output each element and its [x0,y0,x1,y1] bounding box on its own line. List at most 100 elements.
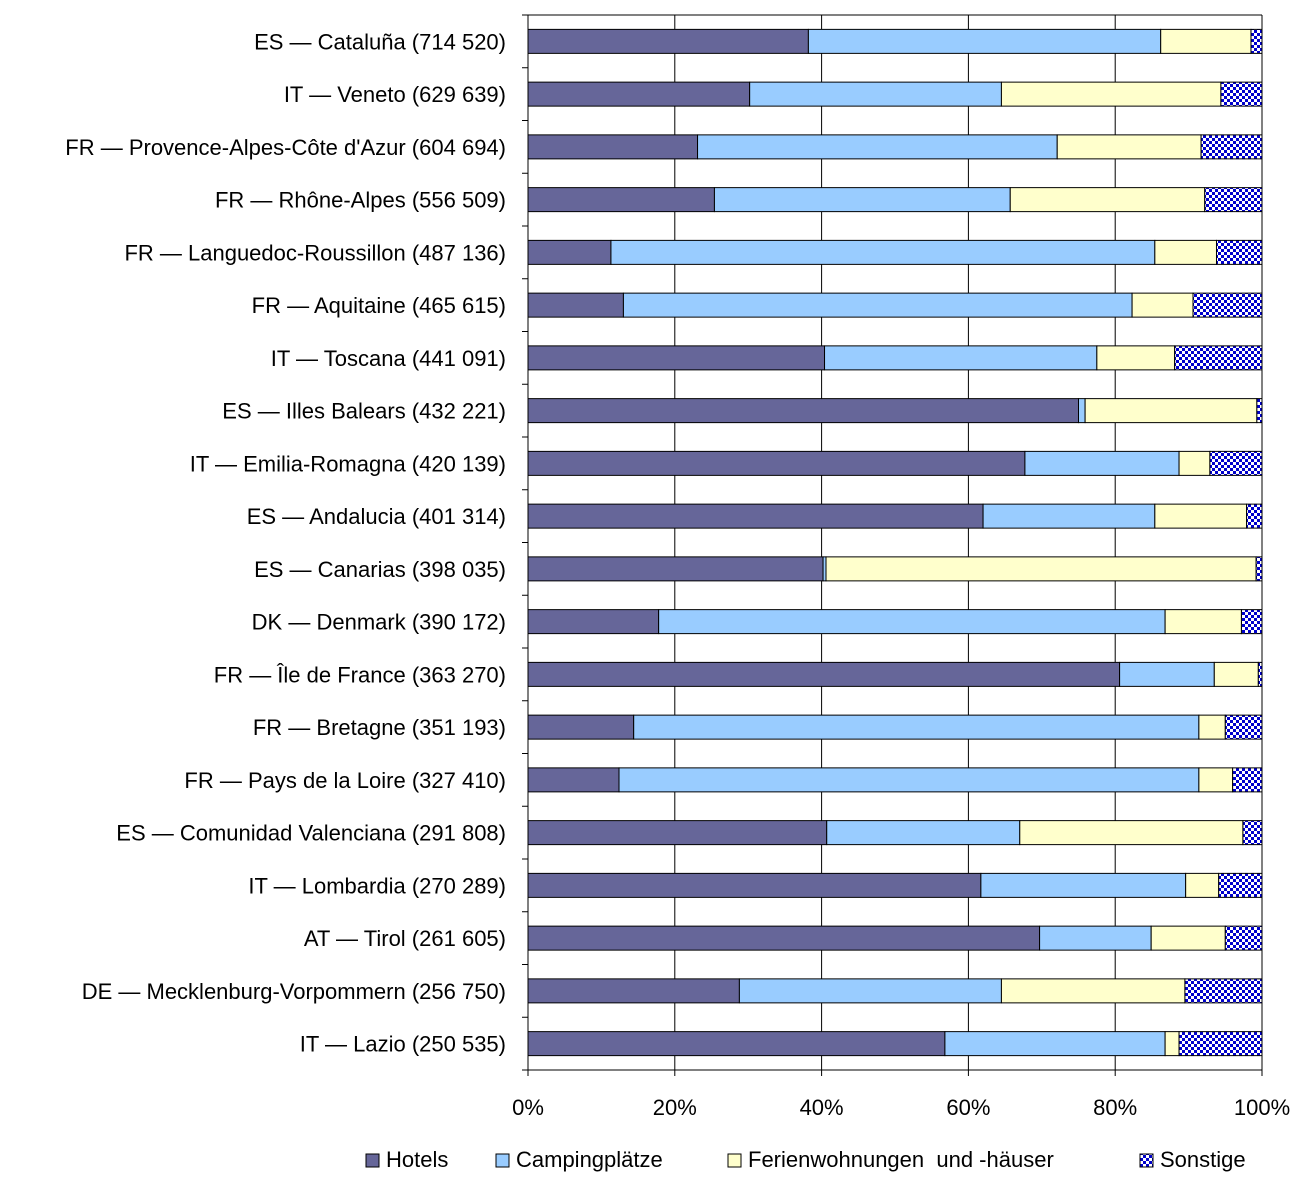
bar-segment [1150,925,1226,951]
legend-swatch [727,1153,742,1168]
bar-segment [527,1031,946,1057]
bar-segment [527,661,1121,687]
category-label: ES — Illes Balears (432 221) [222,399,506,424]
x-tick-label: 40% [800,1095,844,1120]
bar-segment [1192,292,1263,318]
bar-segment [527,28,809,54]
bar-segment [1009,187,1206,213]
bar-segment [658,609,1166,635]
bar-segment [807,28,1162,54]
legend-label: Sonstige [1160,1147,1246,1172]
bar-segment [1164,609,1242,635]
legend-swatch [1139,1153,1154,1168]
bar-segment [527,978,740,1004]
legend-label: Ferienwohnungen und -häuser [748,1147,1054,1172]
category-label: ES — Cataluña (714 520) [254,29,506,54]
bar-segment [824,345,1098,371]
bar-segment [1257,661,1263,687]
category-label: ES — Andalucia (401 314) [247,504,506,529]
x-tick-labels: 0% 20% 40% 60% 80% 100% [512,1095,1290,1120]
category-label: FR — Rhône-Alpes (556 509) [215,188,506,213]
x-tick-label: 80% [1093,1095,1137,1120]
category-label: FR — Île de France (363 270) [214,662,506,687]
bar-segment [527,925,1041,951]
legend-label: Hotels [386,1147,448,1172]
gridlines [528,14,1263,1070]
bar-segment [1056,134,1202,160]
bar-segment [1039,925,1152,951]
category-label: IT — Lombardia (270 289) [248,873,506,898]
bar-segment [527,820,828,846]
category-label: DK — Denmark (390 172) [252,610,506,635]
bar-segment [527,345,826,371]
bar-segment [1160,28,1252,54]
bar-segment [1084,398,1258,424]
bar-segment [527,292,624,318]
bar-segment [944,1031,1166,1057]
bar-segment [1096,345,1176,371]
category-label: IT — Veneto (629 639) [284,82,506,107]
bar-segment [527,767,620,793]
bar-segment [1174,345,1263,371]
axes [522,14,1263,1076]
bar-segment [1178,1031,1263,1057]
bar-segment [1246,503,1263,529]
bar-segment [1256,398,1263,424]
bar-segment [1200,134,1263,160]
bar-segment [1131,292,1194,318]
bar-segment [1178,450,1211,476]
bar-segment [1000,978,1186,1004]
category-label: IT — Lazio (250 535) [300,1032,506,1057]
bar-segment [633,714,1200,740]
bars [527,28,1263,1057]
bar-segment [1119,661,1215,687]
legend-swatch [495,1153,510,1168]
bar-segment [1019,820,1244,846]
category-labels: ES — Cataluña (714 520) IT — Veneto (629 … [65,29,506,1056]
bar-segment [1000,81,1222,107]
bar-segment [738,978,1002,1004]
bar-segment [527,187,715,213]
category-label: DE — Mecklenburg-Vorpommern (256 750) [82,979,506,1004]
bar-segment [527,81,751,107]
bar-segment [527,503,984,529]
bar-segment [980,872,1187,898]
category-label: FR — Bretagne (351 193) [253,715,506,740]
category-label: IT — Toscana (441 091) [271,346,506,371]
bar-segment [749,81,1002,107]
bar-segment [697,134,1058,160]
category-label: FR — Aquitaine (465 615) [252,293,506,318]
bar-segment [527,239,612,265]
bar-segment [1154,503,1248,529]
bar-segment [1184,978,1263,1004]
bar-segment [713,187,1011,213]
bar-segment [527,714,635,740]
bar-segment [1213,661,1259,687]
x-tick-label: 20% [653,1095,697,1120]
bar-segment [1204,187,1263,213]
category-label: AT — Tirol (261 605) [304,926,506,951]
bar-segment [1154,239,1217,265]
bar-segment [527,556,824,582]
x-tick-label: 0% [512,1095,544,1120]
bar-segment [1224,925,1263,951]
bar-segment [1232,767,1263,793]
bar-segment [527,609,660,635]
category-label: FR — Provence-Alpes-Côte d'Azur (604 694… [65,135,506,160]
bar-segment [1215,239,1263,265]
bar-segment [622,292,1133,318]
legend-label: Campingplätze [516,1147,663,1172]
category-label: ES — Comunidad Valenciana (291 808) [116,821,506,846]
bar-segment [1255,556,1263,582]
bar-segment [1240,609,1263,635]
bar-segment [1198,714,1226,740]
bar-segment [527,398,1079,424]
bar-segment [1220,81,1263,107]
bar-segment [1224,714,1263,740]
bar-segment [826,820,1021,846]
bar-segment [527,450,1026,476]
bar-segment [825,556,1257,582]
bar-segment [1242,820,1263,846]
bar-segment [1024,450,1180,476]
